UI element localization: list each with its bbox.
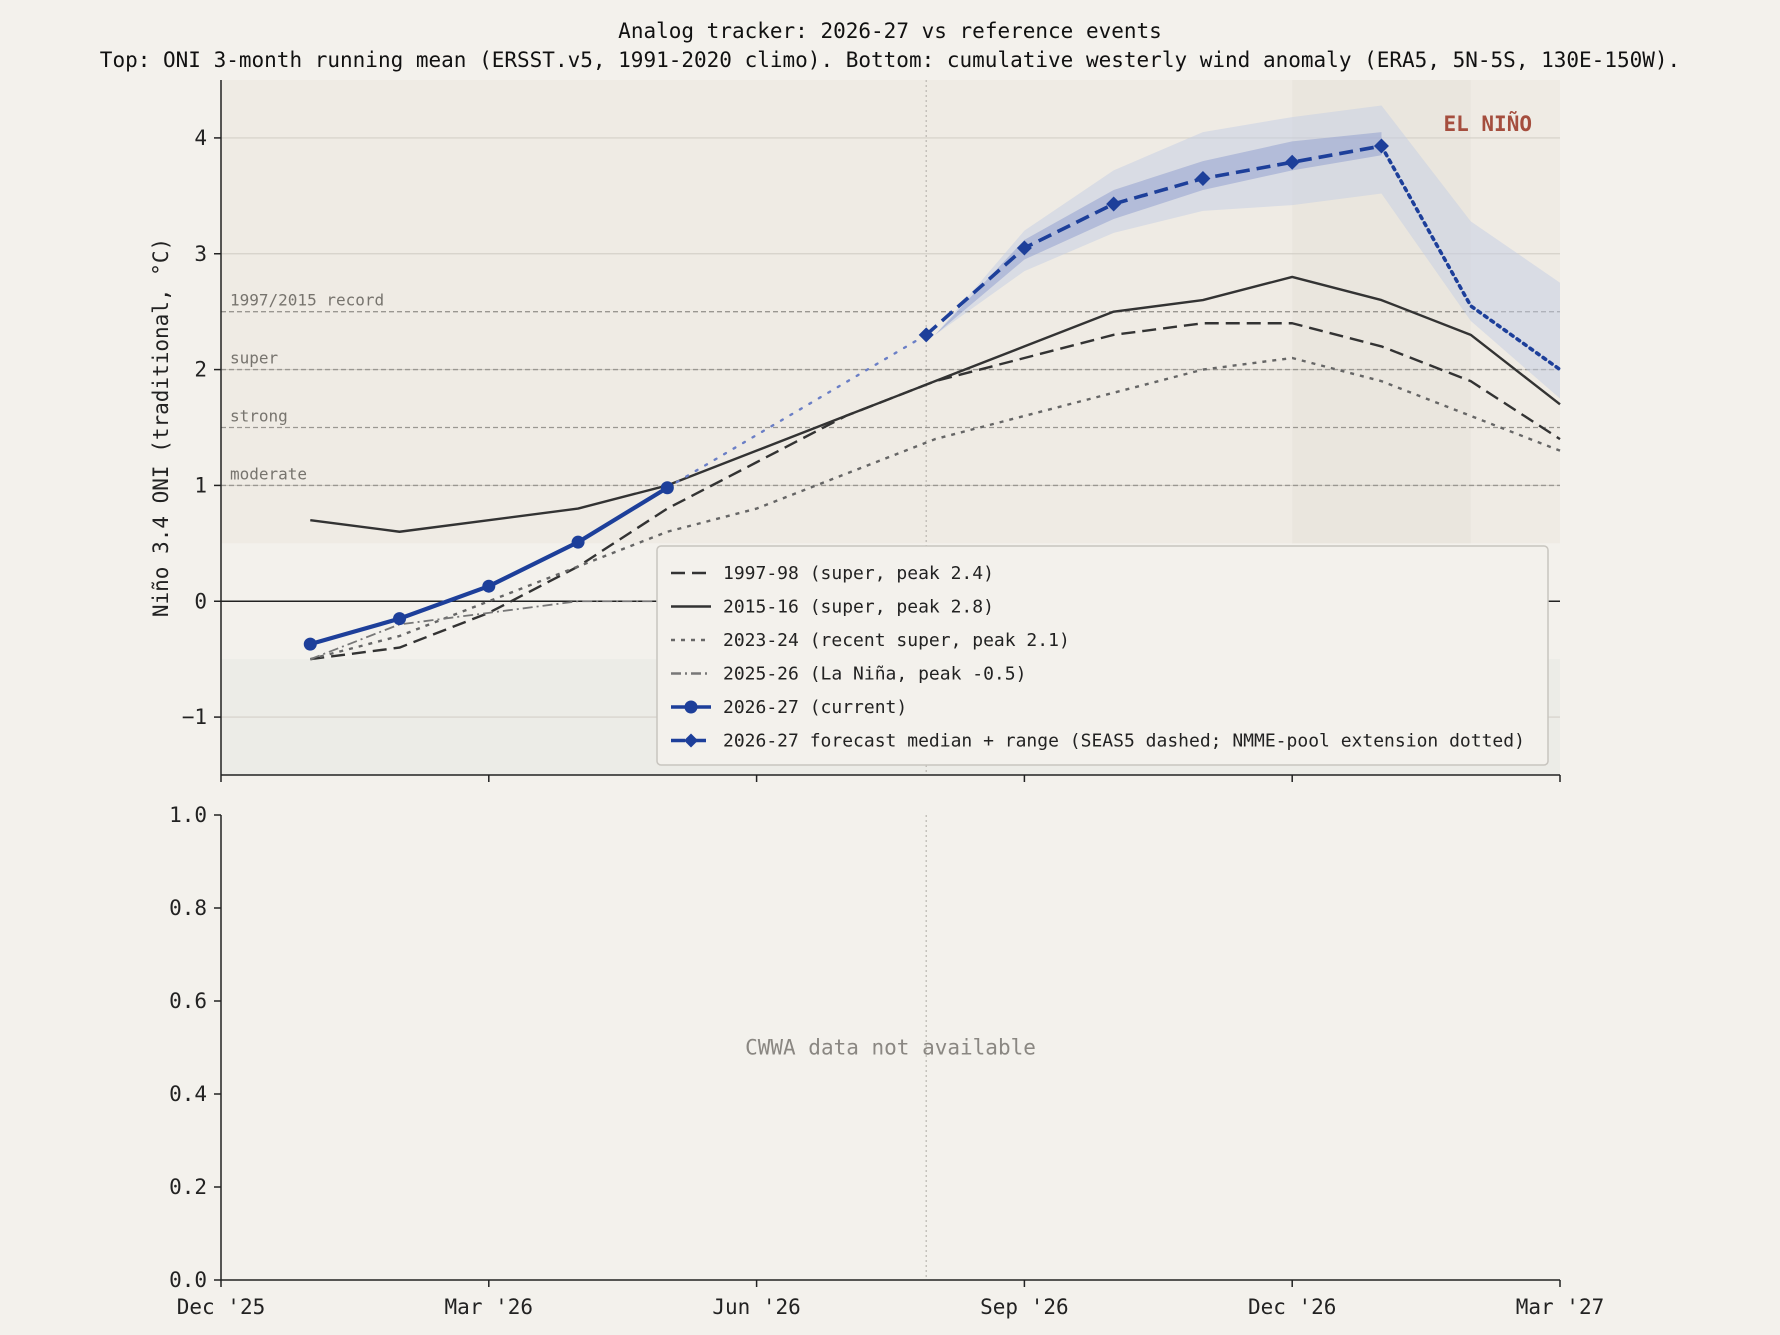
legend-label: 2015-16 (super, peak 2.8): [723, 597, 994, 618]
y-tick-label: 0.8: [169, 896, 207, 920]
x-tick-label: Mar '26: [445, 1295, 534, 1319]
y-tick-label: 1.0: [169, 803, 207, 827]
x-tick-label: Sep '26: [980, 1295, 1069, 1319]
forecast-marker: [1016, 240, 1032, 256]
forecast-marker: [1373, 138, 1389, 154]
legend-marker: [684, 733, 698, 748]
y-tick-label: 0.0: [169, 1268, 207, 1292]
y-tick-label: 2: [194, 358, 207, 382]
threshold-label: super: [230, 349, 279, 368]
y-tick-label: 3: [194, 242, 207, 266]
legend-label: 2026-27 forecast median + range (SEAS5 d…: [723, 731, 1525, 752]
current-marker: [660, 481, 674, 495]
oni-panel: 1997/2015 record super strong moderate EL NI…: [149, 80, 1562, 782]
series-2023-24-line: [309, 356, 1561, 661]
forecast-outer-range: [935, 105, 1560, 399]
x-tick-label: Mar '27: [1516, 1295, 1605, 1319]
chart-subtitle: Top: ONI 3-month running mean (ERSST.v5,…: [100, 48, 1680, 72]
cwwa-panel: 0.0 0.2 0.4 0.6 0.8 1.0 Dec '25 Mar '26 Jun '26 S…: [169, 803, 1604, 1319]
legend-label: 2025-26 (La Niña, peak -0.5): [723, 664, 1026, 685]
forecast-median-nmme-line: [1379, 144, 1562, 372]
chart-title: Analog tracker: 2026-27 vs reference eve…: [618, 19, 1162, 43]
legend-label: 2023-24 (recent super, peak 2.1): [723, 630, 1070, 651]
y-tick-label: 0.6: [169, 989, 207, 1013]
current-marker: [303, 637, 317, 651]
series-2015-16-line: [310, 275, 1561, 533]
y-tick-label: 0.2: [169, 1175, 207, 1199]
series-2025-26-line: [309, 600, 668, 661]
series-1997-98-line: [310, 322, 1561, 661]
legend-label: 2026-27 (current): [723, 697, 907, 718]
y-tick-label: 4: [194, 126, 207, 150]
forecast-marker: [1195, 170, 1211, 186]
forecast-median-seas5-line: [925, 144, 1382, 337]
legend: 1997-98 (super, peak 2.4) 2015-16 (super,…: [656, 545, 1549, 766]
x-tick-label: Jun '26: [712, 1295, 801, 1319]
legend-label: 1997-98 (super, peak 2.4): [723, 563, 994, 584]
y-axis-label: Niño 3.4 ONI (traditional, °C): [149, 238, 173, 617]
y-tick-label: −1: [182, 705, 207, 729]
legend-box: [656, 545, 1549, 766]
current-marker: [393, 612, 407, 626]
forecast-marker: [1106, 196, 1122, 212]
x-tick-label: Dec '25: [177, 1295, 266, 1319]
y-tick-label: 1: [194, 473, 207, 497]
y-tick-label: 0.4: [169, 1082, 207, 1106]
forecast-marker: [1284, 154, 1300, 170]
legend-marker: [684, 700, 698, 714]
no-data-note: CWWA data not available: [745, 1036, 1036, 1060]
threshold-label: 1997/2015 record: [230, 291, 384, 310]
forecast-marker: [918, 327, 934, 343]
el-nino-label: EL NIÑO: [1443, 111, 1532, 136]
y-tick-label: 0: [194, 589, 207, 613]
threshold-label: moderate: [230, 464, 307, 483]
x-tick-label: Dec '26: [1248, 1295, 1337, 1319]
threshold-label: strong: [230, 407, 288, 426]
current-marker: [571, 535, 585, 549]
forecast-inner-range: [935, 132, 1382, 335]
current-marker: [482, 579, 496, 593]
